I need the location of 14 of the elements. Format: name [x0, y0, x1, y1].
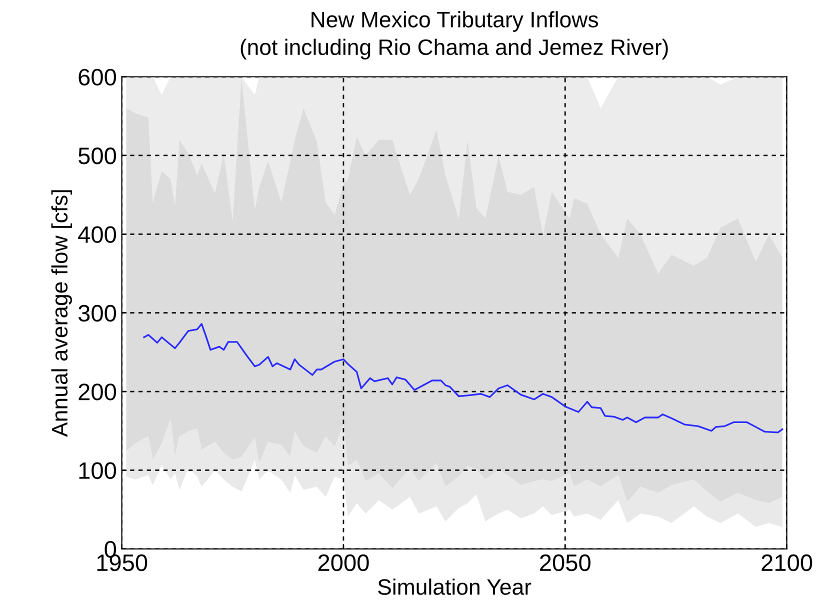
x-tick-label: 2100: [762, 554, 812, 572]
line-series: [143, 323, 784, 434]
y-tick-label: 200: [78, 384, 116, 400]
x-tick-label: 2000: [318, 554, 369, 572]
y-tick-label: 500: [78, 148, 116, 164]
y-tick-label: 300: [78, 304, 116, 322]
x-tick-label: 2050: [540, 554, 590, 572]
chart-title: New Mexico Tributary Inflows: [312, 11, 598, 32]
y-tick-label: 100: [79, 462, 116, 480]
x-axis-title: Simulation Year: [378, 578, 532, 595]
y-axis-title: Annual average flow [cfs]: [51, 190, 72, 437]
y-tick-label: 600: [78, 68, 116, 86]
y-tick-label: 400: [78, 226, 116, 243]
chart-subtitle: (not including Rio Chama and Jemez River): [240, 38, 668, 60]
